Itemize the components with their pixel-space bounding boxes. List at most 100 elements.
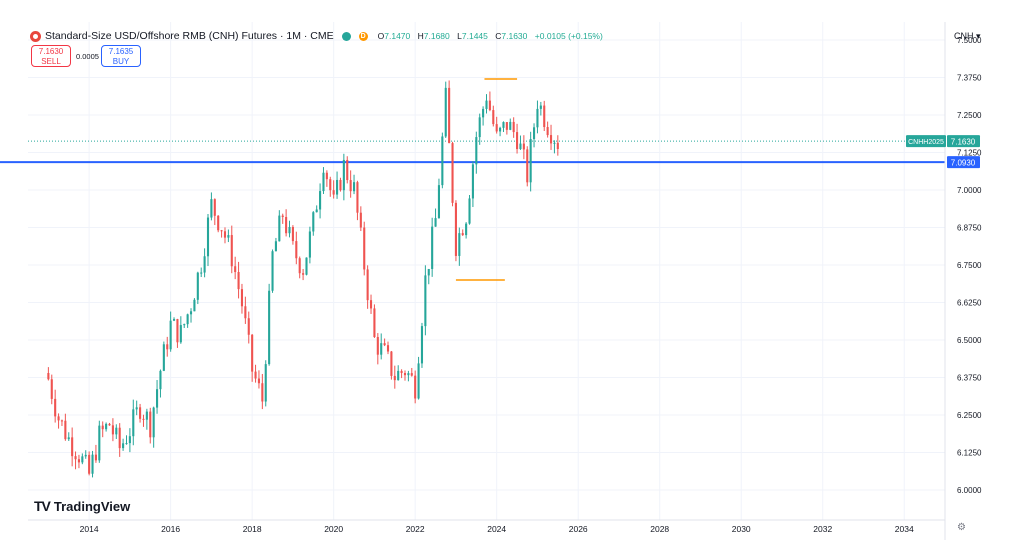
candle-body [288,226,291,234]
symbol-tag-bg [906,135,946,148]
candle-body [441,136,444,186]
candle-body [268,290,271,365]
candle-body [278,215,281,242]
candle-body [145,411,148,420]
candle-body [132,409,135,437]
candle-body [302,273,305,275]
candle-body [295,241,298,259]
candle-body [536,108,539,128]
price-tag-bg [947,135,980,148]
candle-body [71,437,74,457]
time-tick-label: 2030 [732,524,751,534]
candle-body [526,149,529,183]
candle-body [105,423,108,430]
candle-body [223,231,227,238]
line-tag: 7.0930 [951,159,976,168]
ohlc-high: H7.1680 [417,31,450,41]
candle-body [251,334,254,372]
data-delay-icon: D [358,31,368,41]
candle-body [84,454,87,457]
chevron-down-icon: ▾ [976,31,981,41]
candle-body [400,370,403,374]
market-status-icon [341,31,351,41]
candle-body [247,318,250,335]
candle-body [240,289,244,307]
candle-body [152,407,155,438]
symbol-title[interactable]: Standard-Size USD/Offshore RMB (CNH) Fut… [45,30,334,42]
candle-body [125,443,128,445]
candle-body [390,351,393,376]
price-tick-label: 6.2500 [957,411,982,420]
settings-gear-icon[interactable]: ⚙ [957,522,966,533]
currency-selector[interactable]: CNH ▾ [954,31,981,41]
candle-body [227,235,230,238]
candle-body [230,235,233,267]
candle-body [183,324,186,326]
candle-body [414,375,417,399]
candle-body [332,190,335,195]
candle-body [189,311,193,315]
candle-body [271,251,274,291]
price-tick-label: 6.3750 [957,374,982,383]
price-tick-label: 6.6250 [957,299,982,308]
candle-body [516,132,519,150]
candle-body [308,231,311,258]
price-axis: 7.5000 7.3750 7.2500 7.1250 7.0000 6.8750 6.75… [944,22,982,540]
candle-body [54,398,57,417]
candle-body [101,425,104,430]
candle-body [305,257,308,275]
candle-body [156,389,159,408]
candle-body [193,299,196,312]
candle-body [67,437,70,440]
candle-body [81,456,84,463]
time-tick-label: 2022 [406,524,425,534]
buy-price: 7.1635 [108,47,134,56]
candle-body [461,233,464,236]
candle-body [176,319,179,343]
candle-body [179,325,182,343]
candle-body [505,122,508,130]
price-tick-label: 7.0000 [957,186,982,195]
sell-button[interactable]: 7.1630 SELL [31,45,71,67]
price-tag: 7.1630 [951,138,976,147]
candle-body [502,122,505,128]
candle-body [519,143,522,150]
candle-body [380,343,383,355]
candle-body [410,373,413,376]
buy-button[interactable]: 7.1635 BUY [101,45,141,67]
time-tick-label: 2032 [813,524,832,534]
time-tick-label: 2020 [324,524,343,534]
candle-body [359,212,362,228]
tradingview-logo[interactable]: TV TradingView [34,498,131,514]
price-tick-label: 7.5000 [957,36,982,45]
time-tick-label: 2016 [161,524,180,534]
candle-body [244,306,247,319]
candle-body [336,179,339,195]
candle-body [169,320,172,350]
ohlc-change: +0.0105 (+0.15%) [534,31,603,41]
spread-value: 0.0005 [76,52,99,61]
candle-body [291,226,294,242]
candle-body [319,191,322,210]
candle-body [217,215,220,231]
candle-body [468,198,471,224]
price-tick-label: 7.2500 [957,111,982,120]
price-tick-label: 6.5000 [957,336,982,345]
candle-body [465,223,468,236]
candle-body [509,121,512,130]
candle-body [499,127,502,132]
candle-body [376,337,379,355]
candle-body [166,344,169,350]
chart-header: Standard-Size USD/Offshore RMB (CNH) Fut… [30,29,603,43]
candle-body [386,345,390,352]
candle-body [172,319,176,321]
candle-body [437,185,441,219]
candle-body [427,268,430,276]
candle-body [356,182,359,213]
candle-body [424,275,427,327]
candle-body [162,344,165,371]
candle-body [529,139,532,183]
time-tick-label: 2028 [650,524,669,534]
candle-body [451,143,454,203]
